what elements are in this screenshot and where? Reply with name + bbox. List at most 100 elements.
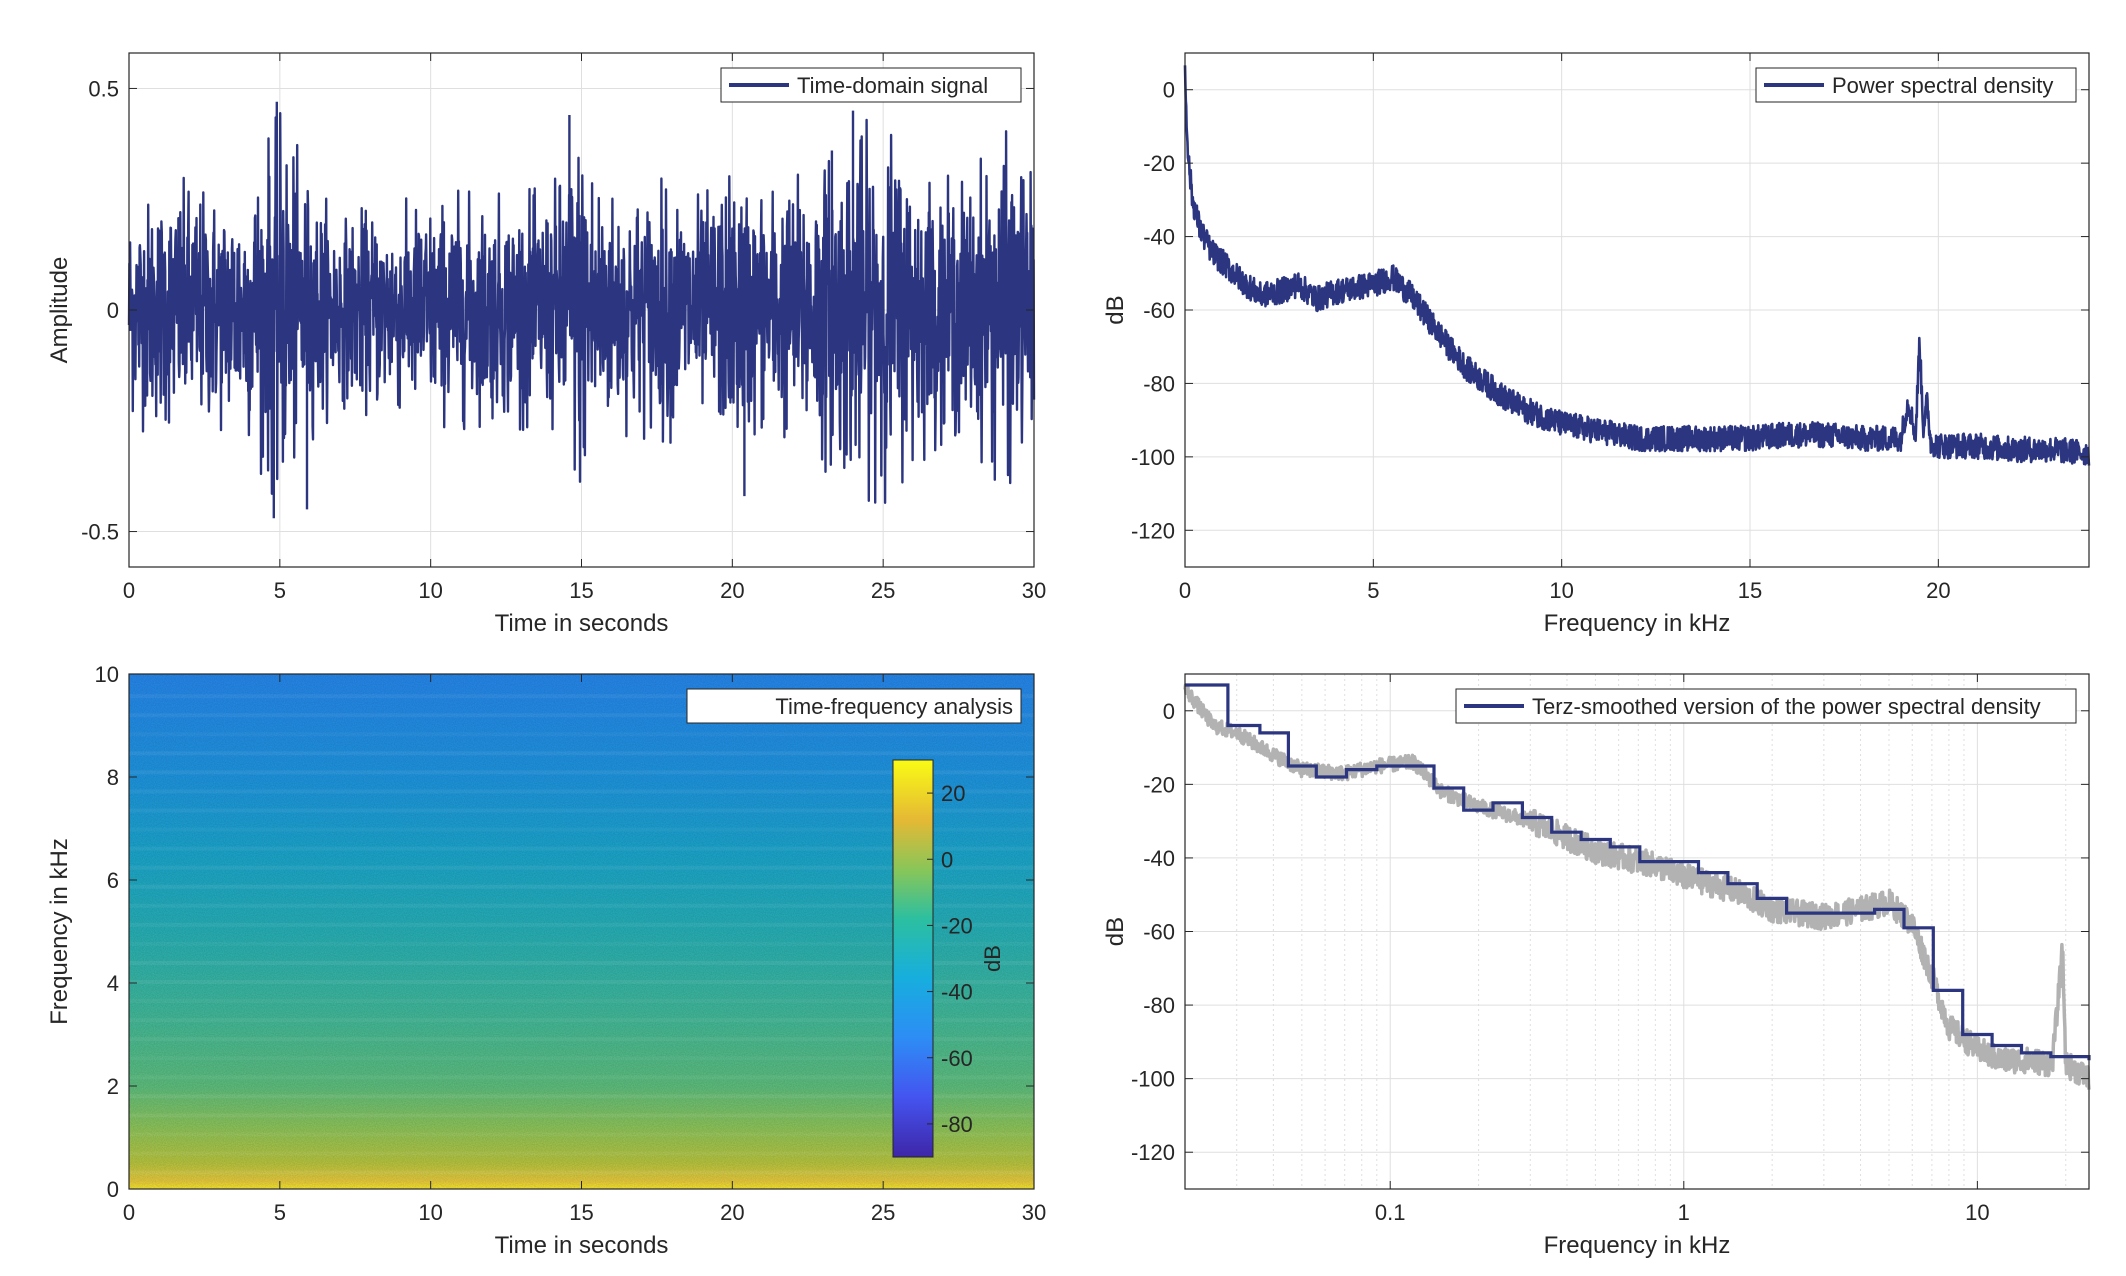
y-tick-label: -40 [1143,846,1175,871]
spectrogram-band [129,865,1034,870]
psd-panel: 0 5 10 15 20 -120 -100 -80 -60 -40 -20 0 Frequency… [1102,52,2091,637]
y-tick-label: 0 [107,298,119,323]
x-tick-label: 5 [274,578,286,603]
y-tick-label: 4 [107,971,119,996]
y-tick-label: 0 [1163,78,1175,103]
y-tick-label: -40 [1143,225,1175,250]
legend: Time-frequency analysis [686,688,1022,724]
x-tick-label: 30 [1022,1200,1046,1225]
spectrogram-band [129,999,1034,1004]
spectrogram-band [129,1094,1034,1099]
spectrogram-band [129,1056,1034,1061]
y-tick-label: 2 [107,1074,119,1099]
y-tick-labels: -0.5 0 0.5 [81,76,1034,545]
spectrogram-band [129,770,1034,775]
y-tick-label: 0.5 [88,76,119,101]
x-tick-label: 0 [123,1200,135,1225]
y-axis-label: dB [1102,295,1129,324]
spectrogram-band [129,980,1034,984]
colorbar-label: dB [980,945,1005,972]
colorbar-tick-label: -80 [941,1112,973,1137]
terz-traces [1183,683,2091,1090]
x-tick-labels: 0.1 1 10 [1375,674,1990,1225]
spectrogram-band [129,1132,1034,1137]
x-tick-label: 10 [418,578,442,603]
spectrogram-texture [129,674,1034,1189]
y-tick-label: -20 [1143,772,1175,797]
spectrogram-band [129,1018,1034,1023]
spectrogram-image [129,674,1034,1189]
x-tick-label: 25 [871,1200,895,1225]
y-tick-label: 8 [107,765,119,790]
spectrogram-panel: 0 5 10 15 20 25 30 0 2 4 6 8 10 Time in seconds Fre… [46,662,1046,1259]
spectrogram-band [129,1170,1034,1175]
spectrogram-band [129,1151,1034,1156]
x-tick-label: 0.1 [1375,1200,1406,1225]
y-tick-label: -60 [1143,920,1175,945]
colorbar-tick-label: -40 [941,980,973,1005]
psd-trace [1183,65,2091,466]
x-tick-label: 1 [1678,1200,1690,1225]
y-tick-label: -120 [1131,518,1175,543]
y-tick-labels: 0 2 4 6 8 10 [95,662,1034,1202]
y-tick-label: -80 [1143,371,1175,396]
colorbar-tick-label: -60 [941,1046,973,1071]
y-tick-labels: -120 -100 -80 -60 -40 -20 0 [1131,78,2089,543]
spectrogram-band [129,903,1034,908]
x-tick-label: 0 [123,578,135,603]
legend: Terz-smoothed version of the power spect… [1455,688,2077,724]
legend-box [1455,688,2077,724]
x-tick-label: 5 [274,1200,286,1225]
colorbar-gradient [892,759,934,1158]
y-tick-label: -100 [1131,1067,1175,1092]
spectrogram-band [129,808,1034,813]
y-tick-label: -0.5 [81,520,119,545]
y-tick-labels: -120 -100 -80 -60 -40 -20 0 [1131,699,2089,1165]
legend: Power spectral density [1755,67,2077,103]
x-tick-label: 25 [871,578,895,603]
legend-entry: Time-frequency analysis [775,694,1013,719]
spectrogram-band [129,1113,1034,1118]
legend-entry: Time-domain signal [797,73,988,98]
signal-trace [127,101,1036,519]
x-tick-label: 20 [1926,578,1950,603]
grid [1184,674,2089,1189]
legend-entry: Power spectral density [1832,73,2053,98]
y-tick-label: 0 [107,1177,119,1202]
legend-entry: Terz-smoothed version of the power spect… [1532,694,2041,719]
spectrogram-band [129,922,1034,927]
x-tick-label: 5 [1367,578,1379,603]
x-axis-label: Time in seconds [495,610,669,637]
x-tick-labels: 0 5 10 15 20 25 30 [123,674,1046,1225]
terz-panel: 0.1 1 10 -120 -100 -80 -60 -40 -20 0 Frequency i… [1102,673,2091,1259]
spectrogram-band [129,941,1034,946]
spectrogram-band [129,1075,1034,1080]
spectrogram-band [129,713,1034,718]
x-tick-label: 0 [1179,578,1191,603]
x-tick-label: 15 [1738,578,1762,603]
x-tick-labels: 0 5 10 15 20 [1179,53,1951,603]
y-axis-label: Frequency in kHz [46,838,73,1025]
spectrogram-band [129,751,1034,756]
time-domain-panel: 0 5 10 15 20 25 30 -0.5 0 0.5 Time in seconds Am… [46,52,1046,637]
x-tick-label: 10 [1549,578,1573,603]
x-tick-label: 10 [418,1200,442,1225]
colorbar: -80 -60 -40 -20 0 20 dB [892,759,1005,1158]
x-tick-labels: 0 5 10 15 20 25 30 [123,53,1046,603]
x-axis-label: Frequency in kHz [1544,1232,1731,1259]
legend: Time-domain signal [720,67,1022,103]
x-tick-label: 20 [720,1200,744,1225]
spectrogram-band [129,884,1034,889]
x-tick-label: 15 [569,1200,593,1225]
y-tick-label: -60 [1143,298,1175,323]
y-tick-label: 10 [95,662,119,687]
x-tick-label: 20 [720,578,744,603]
x-tick-label: 10 [1965,1200,1989,1225]
y-tick-label: -120 [1131,1140,1175,1165]
series-terz-smoothed-psd [1185,683,2091,1061]
colorbar-tick-label: -20 [941,913,973,938]
spectrogram-band [129,1037,1034,1042]
spectrogram-band [129,827,1034,832]
spectrogram-band [129,732,1034,737]
